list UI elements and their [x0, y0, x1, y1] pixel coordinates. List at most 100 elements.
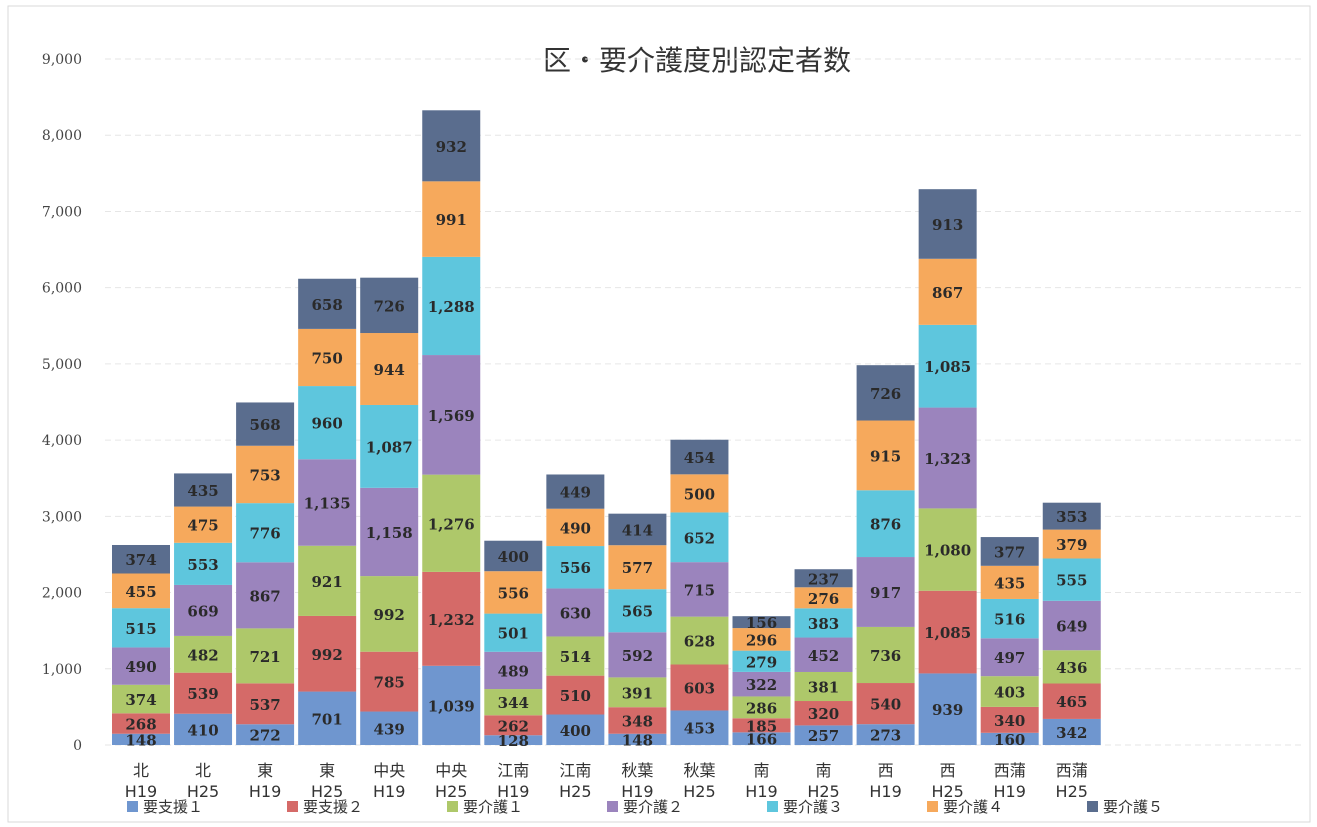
x-tick-label: H19 [125, 782, 157, 801]
data-label: 436 [1056, 659, 1087, 677]
data-label: 539 [187, 685, 218, 703]
bar-segment [236, 628, 295, 684]
data-label: 701 [311, 710, 342, 728]
legend-item: 要介護２ [607, 798, 683, 816]
data-label: 257 [808, 727, 839, 745]
data-label: 322 [746, 676, 777, 694]
x-tick-label: H19 [994, 782, 1026, 801]
bar-segment [546, 675, 605, 715]
bar-segment [918, 590, 977, 674]
x-tick-label: 西蒲 [994, 761, 1026, 780]
data-label: 913 [932, 216, 963, 234]
data-label: 501 [498, 625, 529, 643]
bar-segment [856, 724, 915, 745]
bar-segment [112, 573, 170, 609]
x-tick-label: 秋葉 [621, 761, 653, 780]
data-label: 992 [311, 646, 342, 664]
data-label: 410 [187, 721, 218, 739]
bar-segment [484, 689, 543, 716]
data-label: 652 [684, 529, 715, 547]
data-label: 1,323 [924, 450, 971, 468]
data-label: 439 [374, 720, 405, 738]
bar-segment [174, 713, 233, 745]
bar-segment [794, 608, 853, 638]
legend-swatch [447, 801, 458, 812]
chart-title: 区・要介護度別認定者数 [543, 44, 851, 77]
bar-segment [112, 684, 170, 714]
data-label: 915 [870, 447, 901, 465]
bar-segment [980, 706, 1039, 733]
data-label: 603 [684, 679, 715, 697]
bar-segment [236, 724, 295, 745]
bar-segment [732, 650, 791, 672]
data-label: 128 [498, 732, 529, 750]
bar-segment [1042, 558, 1101, 601]
data-label: 455 [125, 583, 156, 601]
data-label: 435 [187, 482, 218, 500]
bar-segment [360, 576, 419, 652]
y-tick-label: 9,000 [42, 52, 82, 68]
data-label: 577 [622, 559, 653, 577]
bar-segment [422, 571, 481, 666]
bar-segment [360, 651, 419, 712]
data-label: 286 [746, 699, 777, 717]
x-tick-label: 西 [940, 761, 956, 780]
x-tick-label: 中央 [373, 761, 405, 780]
bar-segment [918, 324, 977, 408]
bar-segment [794, 671, 853, 702]
bar-segment [732, 616, 791, 629]
bar-segment [918, 407, 977, 509]
bar-segment [174, 635, 233, 673]
bar-segment [918, 258, 977, 325]
x-tick-label: H25 [311, 782, 343, 801]
data-label: 514 [560, 648, 591, 666]
y-tick-label: 1,000 [42, 662, 82, 678]
x-tick-label: 江南 [559, 761, 591, 780]
legend-label: 要介護３ [783, 798, 843, 816]
data-label: 753 [249, 466, 280, 484]
data-label: 750 [311, 349, 342, 367]
bar-segment [236, 562, 295, 629]
data-label: 1,080 [924, 542, 971, 560]
x-tick-label: 秋葉 [683, 761, 715, 780]
data-label: 273 [870, 727, 901, 745]
data-label: 374 [125, 691, 156, 709]
bar-segment [236, 683, 295, 725]
bar-segment [484, 735, 543, 745]
data-label: 992 [374, 606, 405, 624]
x-tick-label: 江南 [497, 761, 529, 780]
data-label: 736 [870, 647, 901, 665]
bar-segment [546, 588, 605, 637]
bar-segment [422, 665, 481, 745]
plot-frame [7, 5, 1311, 823]
x-tick-label: 中央 [435, 761, 467, 780]
bar-segment [670, 664, 729, 711]
data-label: 867 [932, 284, 963, 302]
data-label: 721 [249, 648, 280, 666]
bar-segment [422, 355, 481, 475]
data-label: 237 [808, 570, 839, 588]
bar-segment [856, 557, 915, 627]
bar-segment [112, 544, 170, 574]
data-label: 537 [249, 696, 280, 714]
data-label: 296 [746, 631, 777, 649]
data-label: 340 [994, 712, 1025, 730]
x-tick-label: H25 [559, 782, 591, 801]
data-label: 279 [746, 653, 777, 671]
y-tick-label: 6,000 [42, 281, 82, 297]
legend-swatch [767, 801, 778, 812]
bar-segment [112, 713, 170, 734]
data-label: 400 [498, 548, 529, 566]
legend-label: 要支援１ [143, 798, 203, 816]
data-label: 726 [870, 385, 901, 403]
bar-segment [608, 677, 667, 708]
bar-segment [980, 732, 1039, 745]
data-label: 1,087 [366, 438, 413, 456]
data-label: 148 [125, 731, 156, 749]
bar-segment [298, 545, 357, 616]
data-label: 726 [374, 297, 405, 315]
bar-segment [422, 474, 481, 572]
y-tick-label: 7,000 [42, 204, 82, 220]
bar-segment [732, 718, 791, 733]
data-label: 414 [622, 521, 653, 539]
